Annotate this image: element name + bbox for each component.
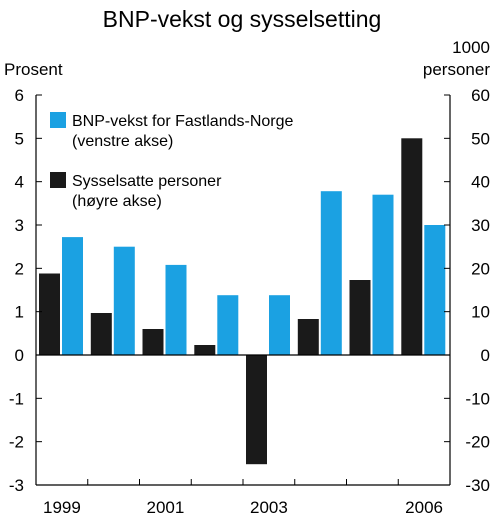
left-tick-label: -1 (9, 389, 24, 408)
left-tick-label: -2 (9, 433, 24, 452)
left-tick-label: 3 (15, 216, 24, 235)
bar-right-1999 (39, 273, 60, 355)
right-tick-label: -30 (465, 476, 490, 495)
right-tick-label: 60 (471, 86, 490, 105)
legend-swatch-left (50, 112, 66, 128)
x-tick-label: 2006 (405, 498, 443, 517)
right-axis-label-line2: personer (423, 60, 490, 79)
bar-right-2005 (349, 280, 371, 355)
right-tick-label: -10 (465, 389, 490, 408)
bar-left-2006 (424, 225, 446, 355)
bar-right-2002 (194, 345, 216, 355)
bar-left-2000 (113, 246, 135, 355)
legend-swatch-right (50, 172, 66, 188)
bar-right-2000 (90, 313, 112, 355)
left-tick-label: 1 (15, 303, 24, 322)
bar-left-2002 (217, 295, 239, 355)
left-tick-label: 6 (15, 86, 24, 105)
legend: BNP-vekst for Fastlands-Norge (venstre ak… (50, 112, 294, 210)
legend-label-right: Sysselsatte personer (72, 173, 222, 190)
right-tick-label: 0 (481, 346, 490, 365)
left-tick-label: 2 (15, 259, 24, 278)
x-tick-label: 2001 (146, 498, 184, 517)
bar-right-2001 (142, 329, 164, 355)
right-tick-label: 40 (471, 173, 490, 192)
bar-left-2005 (372, 194, 394, 355)
right-tick-label: 10 (471, 303, 490, 322)
left-tick-label: 5 (15, 129, 24, 148)
legend-label-left: BNP-vekst for Fastlands-Norge (72, 113, 294, 130)
legend-sublabel-right: (høyre akse) (72, 193, 162, 210)
right-tick-label: 20 (471, 259, 490, 278)
legend-sublabel-left: (venstre akse) (72, 133, 173, 150)
left-tick-label: -3 (9, 476, 24, 495)
chart-title: BNP-vekst og sysselsetting (103, 6, 382, 32)
x-tick-label: 2003 (250, 498, 288, 517)
bar-right-2003 (246, 355, 267, 465)
right-axis-label-line1: 1000 (452, 38, 490, 57)
bar-left-2003 (269, 295, 290, 355)
bar-left-2004 (320, 191, 342, 355)
left-tick-label: 0 (15, 346, 24, 365)
left-axis-label: Prosent (4, 60, 63, 79)
right-tick-label: 30 (471, 216, 490, 235)
x-tick-label: 1999 (43, 498, 81, 517)
bar-left-2001 (165, 264, 187, 355)
right-tick-label: 50 (471, 129, 490, 148)
bar-right-2006 (401, 138, 423, 355)
bar-left-1999 (62, 237, 83, 355)
left-tick-label: 4 (15, 173, 24, 192)
bar-right-2004 (297, 319, 319, 355)
right-tick-label: -20 (465, 433, 490, 452)
